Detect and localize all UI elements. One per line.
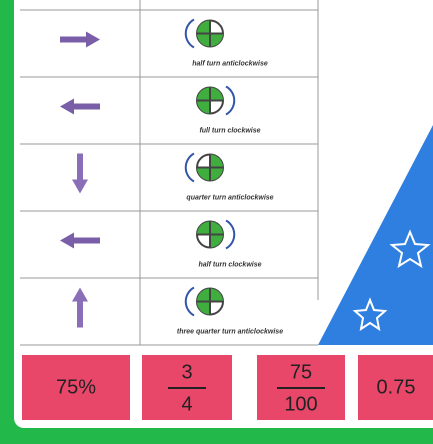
turn-arc — [184, 152, 195, 183]
numerator: 75 — [290, 361, 312, 383]
shaded-quadrant — [210, 221, 223, 235]
arrow-shaft — [77, 301, 83, 328]
turn-icon — [184, 152, 224, 183]
direction-arrow — [60, 232, 100, 249]
shaded-quadrant — [197, 301, 210, 315]
turn-caption: three quarter turn anticlockwise — [177, 329, 283, 336]
shaded-quadrant — [197, 33, 210, 47]
shaded-quadrant — [197, 167, 210, 181]
turn-arc — [225, 219, 236, 250]
shaded-quadrant — [210, 87, 223, 101]
shaded-quadrant — [210, 234, 223, 248]
shaded-quadrant — [210, 167, 223, 181]
arrow-head — [60, 98, 74, 115]
decimal: 0.75 — [377, 376, 416, 398]
denominator: 4 — [181, 393, 192, 415]
direction-arrow — [72, 287, 88, 328]
denominator: 100 — [284, 393, 317, 415]
turn-icon — [196, 219, 236, 250]
percent: 75% — [56, 376, 96, 398]
shaded-quadrant — [197, 288, 210, 302]
arrow-shaft — [74, 237, 100, 244]
shaded-quadrant — [210, 33, 223, 47]
turn-caption: quarter turn anticlockwise — [186, 195, 273, 202]
sheet — [14, 0, 433, 428]
answer-box — [358, 355, 433, 420]
direction-arrow — [60, 98, 100, 115]
shaded-quadrant — [197, 221, 210, 235]
arrow-shaft — [77, 153, 83, 180]
arrow-head — [86, 31, 100, 48]
direction-arrow — [72, 153, 88, 194]
shaded-quadrant — [210, 154, 223, 168]
rows: half turn anticlockwise full turn clockwi… — [20, 18, 318, 346]
shaded-quadrant — [197, 20, 210, 34]
turn-arc — [184, 18, 195, 49]
arrow-head — [60, 232, 74, 249]
answer-box — [22, 355, 130, 420]
numerator: 3 — [181, 361, 192, 383]
answer-row: 75% 3 4 75 100 0.75 — [22, 355, 433, 420]
direction-arrow — [60, 31, 100, 48]
turn-icon — [184, 286, 224, 317]
turn-arc — [184, 286, 195, 317]
turn-caption: half turn clockwise — [198, 262, 261, 269]
blue-shape — [318, 125, 433, 345]
shaded-quadrant — [197, 87, 210, 101]
stars — [352, 229, 431, 332]
turn-icon — [196, 85, 236, 116]
turn-arc — [225, 85, 236, 116]
arrow-shaft — [60, 36, 86, 43]
turn-icon — [184, 18, 224, 49]
table-lines — [20, 0, 319, 345]
turn-caption: full turn clockwise — [199, 128, 260, 135]
shaded-quadrant — [210, 288, 223, 302]
arrow-shaft — [74, 103, 100, 110]
turn-caption: half turn anticlockwise — [192, 61, 268, 68]
shaded-quadrant — [197, 100, 210, 114]
arrow-head — [72, 179, 88, 194]
arrow-head — [72, 287, 88, 302]
